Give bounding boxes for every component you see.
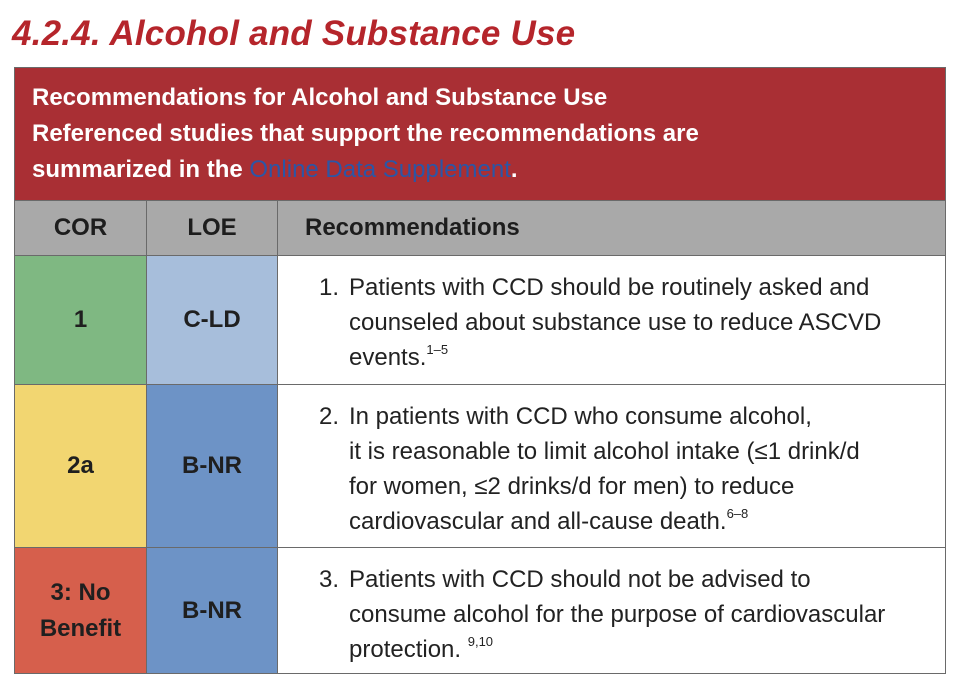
banner-text-prefix: summarized in the: [32, 156, 250, 183]
recommendation-line: protection. 9,10: [349, 632, 935, 667]
recommendation-line: Patients with CCD should not be advised …: [349, 566, 811, 593]
loe-value: C-LD: [183, 306, 241, 333]
recommendations-table: Recommendations for Alcohol and Substanc…: [13, 67, 947, 674]
cor-value: 1: [73, 306, 88, 333]
reference-superscript: 1–5: [426, 342, 449, 357]
recommendation-cell: 1. Patients with CCD should be routinely…: [276, 255, 947, 385]
recommendation-line: In patients with CCD who consume alcohol…: [349, 403, 812, 430]
cor-cell: 1: [14, 255, 147, 385]
recommendation-line: events.1–5: [349, 340, 935, 375]
recommendation-line: it is reasonable to limit alcohol intake…: [349, 438, 860, 465]
reference-superscript: 6–8: [726, 506, 749, 521]
banner-title: Recommendations for Alcohol and Substanc…: [32, 84, 608, 111]
table-row: 1 C-LD 1. Patients with CCD should be ro…: [14, 255, 947, 385]
recommendation-text: In patients with CCD who consume alcohol…: [349, 399, 935, 539]
cor-value: 2a: [67, 452, 94, 479]
loe-cell: B-NR: [146, 384, 278, 548]
recommendation-cell: 3. Patients with CCD should not be advis…: [276, 547, 947, 674]
loe-value: B-NR: [182, 596, 242, 624]
cor-cell: 3: No Benefit: [14, 547, 147, 674]
column-header-row: COR LOE Recommendations: [14, 200, 947, 256]
banner-text-suffix: .: [510, 156, 518, 183]
table-row: 3: No Benefit B-NR 3. Patients with CCD s…: [14, 547, 947, 674]
banner-subtitle: Referenced studies that support the reco…: [32, 120, 699, 147]
online-data-supplement-link[interactable]: Online Data Supplement: [249, 156, 511, 183]
recommendation-number: 1.: [318, 274, 339, 301]
column-header-cor: COR: [14, 200, 147, 256]
banner-subtitle-cont: summarized in the Online Data Supplement…: [32, 152, 927, 188]
recommendation-line-text: protection.: [349, 636, 468, 663]
cor-value-line1: 3: No: [50, 578, 111, 606]
recommendation-line: cardiovascular and all-cause death.6–8: [349, 504, 935, 539]
recommendation-number: 3.: [318, 566, 339, 593]
loe-cell: C-LD: [146, 255, 278, 385]
loe-cell: B-NR: [146, 547, 278, 674]
recommendation-cell: 2. In patients with CCD who consume alco…: [276, 384, 947, 548]
loe-value: B-NR: [182, 452, 242, 479]
table-banner: Recommendations for Alcohol and Substanc…: [13, 67, 947, 201]
recommendation-line-text: events.: [349, 344, 427, 371]
section-title: 4.2.4. Alcohol and Substance Use: [12, 14, 576, 53]
recommendation-line-text: cardiovascular and all-cause death.: [349, 508, 727, 535]
column-header-recommendations: Recommendations: [276, 200, 947, 256]
cor-cell: 2a: [14, 384, 147, 548]
recommendation-number: 2.: [318, 403, 339, 430]
column-header-loe: LOE: [146, 200, 278, 256]
table-row: 2a B-NR 2. In patients with CCD who cons…: [14, 384, 947, 548]
recommendation-line: Patients with CCD should be routinely as…: [349, 274, 870, 301]
recommendation-line: for women, ≤2 drinks/d for men) to reduc…: [349, 473, 795, 500]
recommendation-text: Patients with CCD should not be advised …: [349, 562, 935, 667]
recommendation-line: consume alcohol for the purpose of cardi…: [349, 601, 886, 628]
recommendation-text: Patients with CCD should be routinely as…: [349, 270, 935, 375]
cor-value-line2: Benefit: [39, 614, 122, 642]
reference-superscript: 9,10: [467, 634, 494, 649]
recommendation-line: counseled about substance use to reduce …: [349, 309, 882, 336]
